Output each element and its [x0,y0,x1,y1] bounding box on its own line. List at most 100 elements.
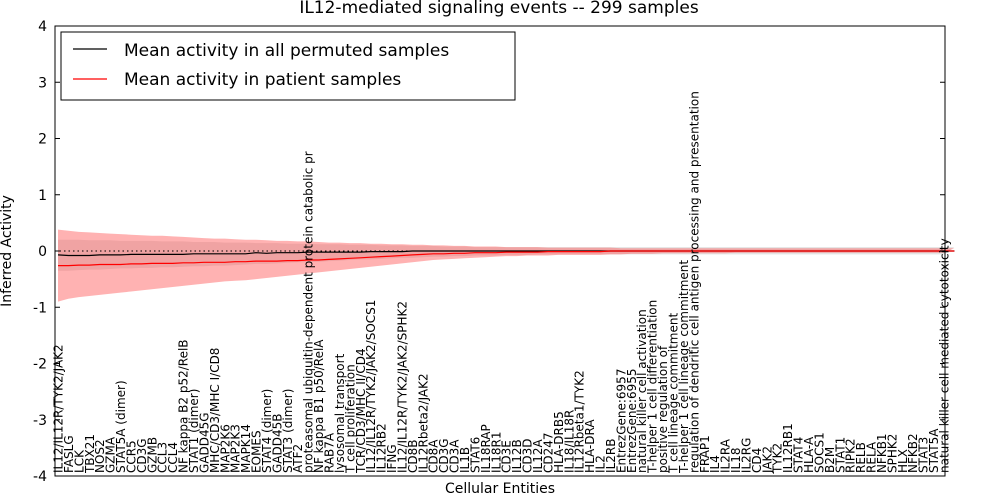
x-tick-label: HLX [896,449,910,473]
x-tick-label: IL12RB2 [375,423,389,473]
x-tick-label: RELB [854,442,868,473]
x-tick-label: STAT5A [927,428,941,473]
x-tick-label: NF kappa B1 p50/RelA [312,339,326,473]
y-tick-label: -2 [33,357,47,373]
y-tick-label: -3 [33,413,47,429]
x-tick-label: regulation of dendritic cell antigen pro… [687,91,701,473]
legend: Mean activity in all permuted samples Me… [60,31,516,101]
x-tick-label: GZMA [104,436,118,473]
y-tick-label: 2 [38,132,47,148]
x-tick-label: MAP2K3 [229,424,243,473]
x-tick-label: CD3A [448,439,462,473]
x-tick-label: IL2RG [740,438,754,474]
x-tick-label: TCR/CD3/MHC II/CD4 [354,348,368,474]
x-tick-label: CD4 [750,448,764,473]
x-tick-label: FRAP1 [698,435,712,473]
x-tick-label: IL2RB [604,439,618,473]
x-tick-label: IL12B [510,439,524,473]
x-tick-label: CD8B [406,440,420,474]
series-line-1 [58,250,955,267]
x-tick-label: RIPK2 [844,438,858,473]
x-tick-label: NF kappa B2 p52/RelB [177,339,191,473]
x-tick-label: CCL3 [156,442,170,473]
x-tick-label: CD3G [437,438,451,473]
x-tick-label: MAP2K6 [218,424,232,473]
x-tick-label: ATF2 [291,444,305,473]
x-tick-label: TBX21 [83,434,97,474]
x-tick-label: IL12/IL12R/TYK2/JAK2/SPHK2 [396,301,410,473]
x-tick-label: STAT1 [833,437,847,473]
x-tick-label: STAT3 (dimer) [281,389,295,473]
x-tick-label: RELA [865,441,879,473]
x-tick-label: T cell lineage commitment [667,313,681,474]
chart-title: IL12-mediated signaling events -- 299 sa… [299,0,699,18]
confidence-bands [58,229,955,302]
x-tick-label: CD3D [521,439,535,474]
x-tick-label: CD3E [500,440,514,473]
x-tick-label: IL12/IL12R/TYK2/JAK2 [52,344,66,473]
x-tick-label: GZMB [145,437,159,473]
x-tick-label: GADD45G [197,412,211,473]
x-tick-label: MAPK14 [239,424,253,473]
series-lines [57,250,955,267]
y-tick-label: 1 [38,188,47,204]
x-tick-label: natural killer cell mediated cytotoxicit… [938,238,952,473]
x-tick-label: B2M [823,447,837,473]
x-tick-label: T-helper 1 cell lineage commitment [677,260,691,474]
y-axis-ticks: -4 -3 -2 -1 0 1 2 3 4 [33,19,945,485]
x-tick-label: STAT6 [468,437,482,473]
x-tick-label: T-helper 1 cell differentiation [646,300,660,474]
y-tick-label: 3 [38,75,47,91]
x-tick-label: proteasomal ubiquitin-dependent protein … [302,151,316,473]
x-tick-label: GADD45B [270,414,284,474]
x-tick-label: IFNG [385,444,399,473]
band-1 [58,229,955,302]
x-tick-label: HLA-A [802,436,816,473]
y-tick-label: -4 [33,469,47,485]
y-tick-label: 4 [38,19,47,35]
x-tick-label: IL1B [458,447,472,473]
y-tick-label: 0 [38,244,47,260]
x-tick-label: NFKB1 [875,433,889,473]
x-tick-label: IL12Rbeta2/JAK2 [416,373,430,473]
legend-box [60,31,516,101]
x-tick-label: IL12RB1 [781,423,795,473]
x-tick-label: SPHK2 [885,434,899,473]
y-axis-label: Inferred Activity [0,195,15,307]
x-tick-label: JAK2 [760,446,774,474]
x-tick-label: NFKB2 [906,433,920,473]
x-tick-label: IL18R1 [489,432,503,473]
x-tick-label: IL18 [729,447,743,473]
x-tick-label: IL18/IL18R [562,410,576,473]
x-tick-label: SOCS1 [812,432,826,473]
x-axis-label: Cellular Entities [445,481,555,497]
x-tick-label: CD3G [135,438,149,473]
x-tick-label: STAT1 (dimer) [187,389,201,473]
x-tick-label: natural killer cell activation [635,309,649,473]
x-tick-label: STAT3 [917,437,931,473]
x-tick-label: IL12A [531,439,545,473]
x-tick-label: LCK [72,449,86,473]
x-tick-label: TYK2 [771,443,785,474]
x-tick-label: IL18RAP [479,424,493,473]
x-tick-label: IL12Rbeta1/TYK2 [573,370,587,473]
x-tick-label: FASLG [62,435,76,473]
x-tick-label: positive regulation of [656,345,670,473]
x-tick-label: STAT4 [792,437,806,473]
x-tick-label: T cell proliferation [343,364,357,474]
x-tick-label: EntrezGene:6955 [625,369,639,474]
x-tick-label: CD247 [541,432,555,473]
x-tick-label: IL4 [708,455,722,473]
x-tick-label: STAT5A (dimer) [114,380,128,473]
legend-label-patient: Mean activity in patient samples [124,70,401,90]
x-tick-label: STAT4 (dimer) [260,389,274,473]
x-tick-label: lysosomal transport [333,353,347,473]
y-tick-label: -1 [33,300,47,316]
legend-label-permuted: Mean activity in all permuted samples [124,41,449,61]
x-tick-label: NOS2 [93,439,107,473]
x-tick-label: IL12/IL12R/TYK2/JAK2/SOCS1 [364,300,378,473]
x-axis-tick-labels: IL12/IL12R/TYK2/JAK2FASLGLCKTBX21NOS2GZM… [52,91,952,474]
x-tick-label: IL2 [594,455,608,473]
x-tick-label: MHC/CD3/MHC I/CD8 [208,348,222,474]
